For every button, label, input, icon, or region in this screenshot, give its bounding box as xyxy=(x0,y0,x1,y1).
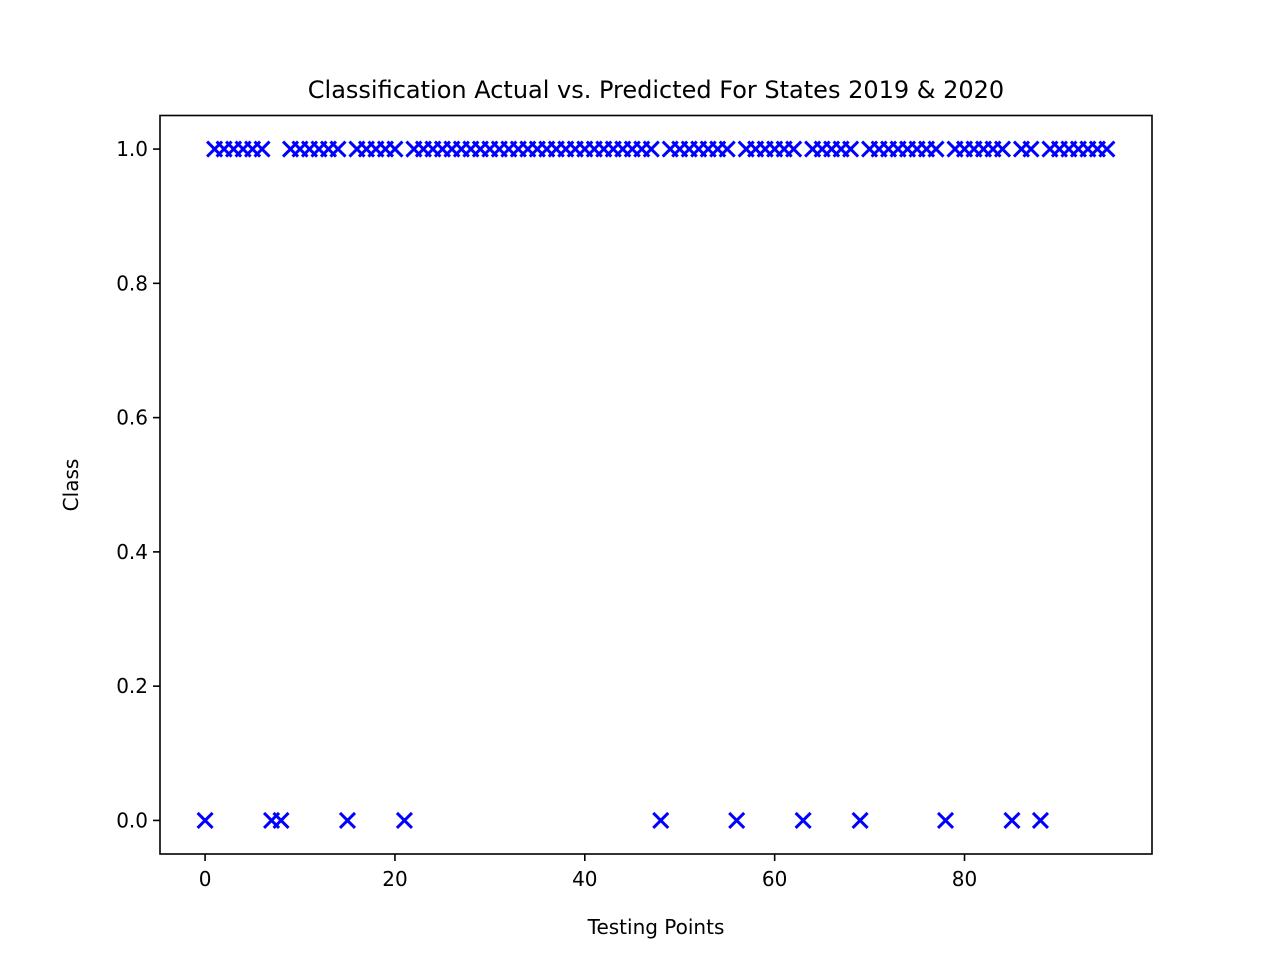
y-axis-ticks: 0.0 0.2 0.4 0.6 0.8 1.0 xyxy=(116,137,160,832)
y-tick-label: 0.0 xyxy=(116,808,148,832)
data-point-marker xyxy=(395,811,414,829)
data-point-marker xyxy=(338,811,357,829)
data-point-marker xyxy=(718,140,736,158)
x-tick-label: 40 xyxy=(572,867,597,891)
x-tick-label: 20 xyxy=(382,867,407,891)
data-point-marker xyxy=(936,811,955,829)
data-point-marker xyxy=(1022,140,1040,158)
y-tick-label: 0.4 xyxy=(116,540,148,564)
data-point-marker xyxy=(196,811,214,829)
y-tick-label: 0.8 xyxy=(116,271,148,295)
data-point-marker xyxy=(1098,140,1116,158)
data-point-marker xyxy=(927,140,945,158)
y-tick-label: 0.2 xyxy=(116,674,148,698)
data-point-marker xyxy=(329,140,347,158)
marks-layer xyxy=(196,140,1116,829)
data-point-marker xyxy=(993,140,1012,158)
y-tick-label: 0.6 xyxy=(116,406,148,430)
x-tick-label: 80 xyxy=(952,867,977,891)
x-tick-label: 0 xyxy=(199,867,212,891)
data-point-marker xyxy=(1031,811,1050,829)
data-point-marker xyxy=(785,140,803,158)
data-point-marker xyxy=(272,811,290,829)
data-point-marker xyxy=(386,140,404,158)
x-axis-ticks: 0 20 40 60 80 xyxy=(199,854,977,891)
x-axis-label: Testing Points xyxy=(587,915,725,939)
data-point-marker xyxy=(842,140,860,158)
data-point-marker xyxy=(253,140,271,158)
data-point-marker xyxy=(851,811,869,829)
data-point-marker xyxy=(652,811,670,829)
x-tick-label: 60 xyxy=(762,867,787,891)
y-tick-label: 1.0 xyxy=(116,137,148,161)
y-axis-label: Class xyxy=(59,459,83,512)
data-point-marker xyxy=(728,811,746,829)
data-point-marker xyxy=(794,811,812,829)
chart-title: Classification Actual vs. Predicted For … xyxy=(308,76,1004,104)
data-point-marker xyxy=(1003,811,1021,829)
data-point-marker xyxy=(642,140,660,158)
plot-area-frame xyxy=(159,114,1153,855)
